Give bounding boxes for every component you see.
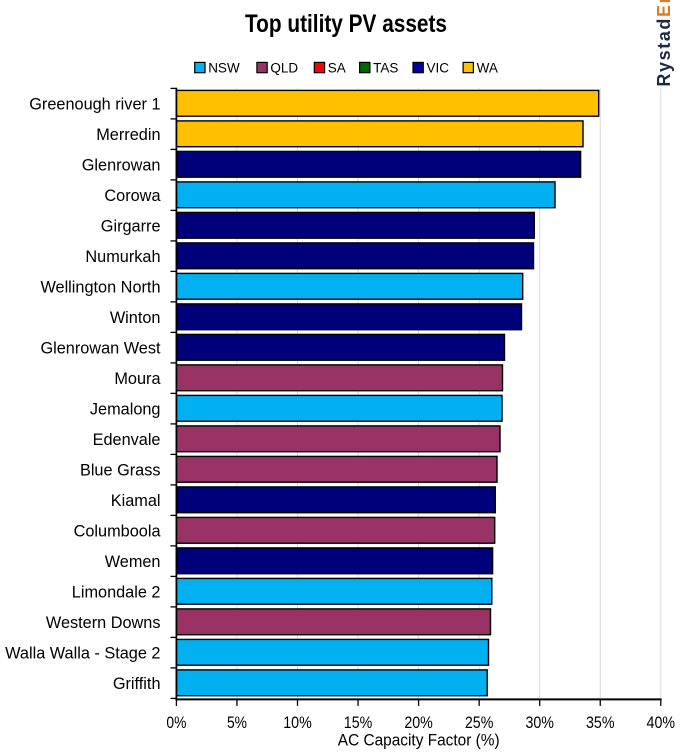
svg-text:Griffith: Griffith: [113, 675, 161, 693]
svg-text:NSW: NSW: [208, 60, 240, 75]
svg-text:Glenrowan: Glenrowan: [82, 157, 161, 175]
svg-text:Merredin: Merredin: [96, 126, 160, 144]
svg-text:Corowa: Corowa: [104, 187, 161, 205]
svg-text:20%: 20%: [404, 714, 433, 732]
svg-text:Wemen: Wemen: [105, 553, 161, 571]
svg-text:25%: 25%: [465, 714, 494, 732]
svg-text:Top utility PV assets: Top utility PV assets: [245, 10, 447, 38]
svg-text:Moura: Moura: [114, 370, 161, 388]
svg-text:Kiamal: Kiamal: [111, 492, 161, 510]
svg-text:RystadEnergy: RystadEnergy: [654, 0, 674, 87]
svg-text:5%: 5%: [227, 714, 247, 732]
svg-text:15%: 15%: [344, 714, 373, 732]
svg-text:0%: 0%: [166, 714, 186, 732]
svg-text:Glenrowan West: Glenrowan West: [40, 340, 161, 358]
svg-text:40%: 40%: [647, 714, 676, 732]
svg-text:Jemalong: Jemalong: [90, 401, 161, 419]
svg-text:Edenvale: Edenvale: [93, 431, 161, 449]
svg-text:WA: WA: [477, 60, 498, 75]
svg-text:Wellington North: Wellington North: [40, 279, 160, 297]
svg-text:30%: 30%: [525, 714, 554, 732]
svg-text:Greenough river 1: Greenough river 1: [29, 96, 160, 114]
svg-text:10%: 10%: [283, 714, 312, 732]
svg-text:Limondale 2: Limondale 2: [72, 584, 161, 602]
svg-text:Girgarre: Girgarre: [101, 218, 161, 236]
svg-text:35%: 35%: [586, 714, 615, 732]
svg-text:SA: SA: [328, 60, 346, 75]
svg-text:Columboola: Columboola: [74, 523, 162, 541]
svg-text:VIC: VIC: [427, 60, 450, 75]
svg-text:Winton: Winton: [110, 309, 161, 327]
svg-text:QLD: QLD: [270, 60, 298, 75]
svg-text:TAS: TAS: [373, 60, 398, 75]
svg-text:Blue Grass: Blue Grass: [80, 462, 161, 480]
svg-text:Numurkah: Numurkah: [85, 248, 160, 266]
svg-text:Western Downs: Western Downs: [46, 614, 161, 632]
svg-text:Walla Walla - Stage 2: Walla Walla - Stage 2: [5, 645, 160, 663]
svg-text:AC Capacity Factor (%): AC Capacity Factor (%): [338, 732, 500, 750]
